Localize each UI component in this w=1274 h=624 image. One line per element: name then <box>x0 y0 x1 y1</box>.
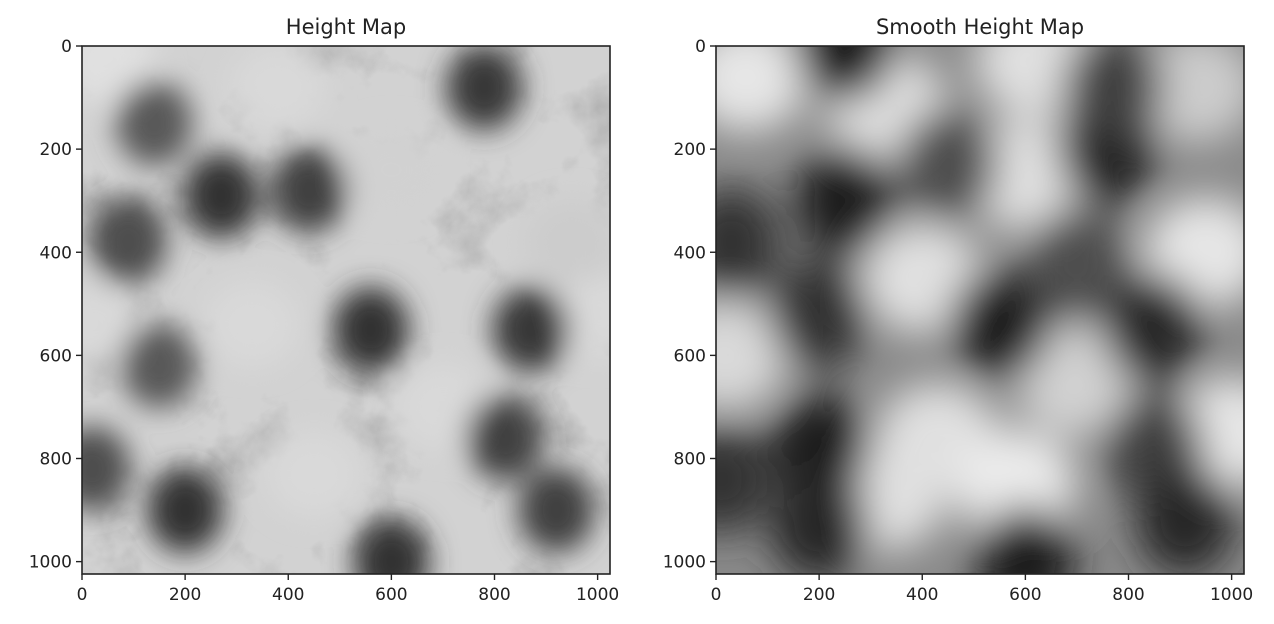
height-map-image <box>82 46 610 574</box>
y-tick-label: 0 <box>61 37 72 57</box>
x-tick-label: 600 <box>375 585 407 605</box>
y-tick-label: 800 <box>674 450 706 470</box>
dark-spot <box>950 269 1049 380</box>
light-spot <box>524 199 610 285</box>
dark-spot <box>332 286 409 373</box>
dark-spot <box>716 186 781 298</box>
height-map-title: Height Map <box>286 15 406 39</box>
light-spot <box>205 281 300 368</box>
x-tick-label: 400 <box>906 585 938 605</box>
y-tick-label: 1000 <box>29 553 72 573</box>
dark-spot <box>90 199 167 285</box>
x-tick-label: 0 <box>77 585 88 605</box>
dark-spot <box>769 258 869 370</box>
x-tick-label: 1000 <box>576 585 619 605</box>
height-map-frame <box>81 45 611 575</box>
dark-spot <box>518 467 595 553</box>
light-spot <box>395 364 491 450</box>
dark-spot <box>795 145 895 256</box>
light-spot <box>716 46 808 133</box>
y-tick-label: 800 <box>40 450 72 470</box>
y-tick-label: 200 <box>674 140 706 160</box>
height-map-panel: Height Map 0 200 400 600 800 1000020040060080… <box>29 15 620 605</box>
x-tick-label: 400 <box>272 585 304 605</box>
dark-spot <box>353 519 430 574</box>
dark-spot <box>976 506 1075 574</box>
light-spot <box>1015 325 1138 437</box>
dark-spot <box>116 80 193 166</box>
smooth-height-map-panel: Smooth Height Map 0 200 400 600 800 100002004… <box>663 15 1254 605</box>
dark-spot <box>1063 46 1163 143</box>
y-tick-label: 600 <box>674 346 706 366</box>
y-tick-label: 400 <box>674 243 706 263</box>
light-spot <box>344 127 439 213</box>
y-tick-label: 1000 <box>663 553 706 573</box>
smooth-height-map-frame <box>715 45 1245 575</box>
light-spot <box>230 46 326 130</box>
dark-spot <box>1104 274 1204 385</box>
dark-spot <box>492 286 569 373</box>
y-tick-label: 200 <box>40 140 72 160</box>
x-tick-label: 0 <box>711 585 722 605</box>
y-tick-label: 600 <box>40 346 72 366</box>
light-spot <box>1134 46 1244 143</box>
x-tick-label: 800 <box>1112 585 1144 605</box>
light-spot <box>82 281 140 368</box>
smooth-height-map-title: Smooth Height Map <box>876 15 1084 39</box>
smooth-height-map-spots <box>716 46 1244 574</box>
dark-spot <box>446 46 523 130</box>
light-spot <box>716 300 788 411</box>
y-tick-label: 400 <box>40 243 72 263</box>
dark-spot <box>82 426 131 512</box>
dark-spot <box>1135 465 1235 574</box>
y-tick-label: 0 <box>695 37 706 57</box>
dark-spot <box>183 152 260 239</box>
dark-spot <box>270 147 348 234</box>
dark-spot <box>716 423 771 535</box>
x-tick-label: 600 <box>1009 585 1041 605</box>
smooth-height-map-image <box>716 46 1244 574</box>
dark-spot <box>898 109 998 220</box>
x-tick-label: 200 <box>169 585 201 605</box>
light-spot <box>266 431 362 517</box>
dark-spot <box>769 470 869 574</box>
x-tick-label: 800 <box>478 585 510 605</box>
dark-spot <box>146 467 224 553</box>
dark-spot <box>1027 207 1127 318</box>
dark-spot <box>121 323 198 409</box>
light-spot <box>861 222 984 334</box>
height-map-spots <box>82 46 610 574</box>
x-tick-label: 1000 <box>1210 585 1253 605</box>
dark-spot <box>795 46 895 102</box>
dark-spot <box>769 393 869 504</box>
x-tick-label: 200 <box>803 585 835 605</box>
dark-spot <box>466 395 543 481</box>
